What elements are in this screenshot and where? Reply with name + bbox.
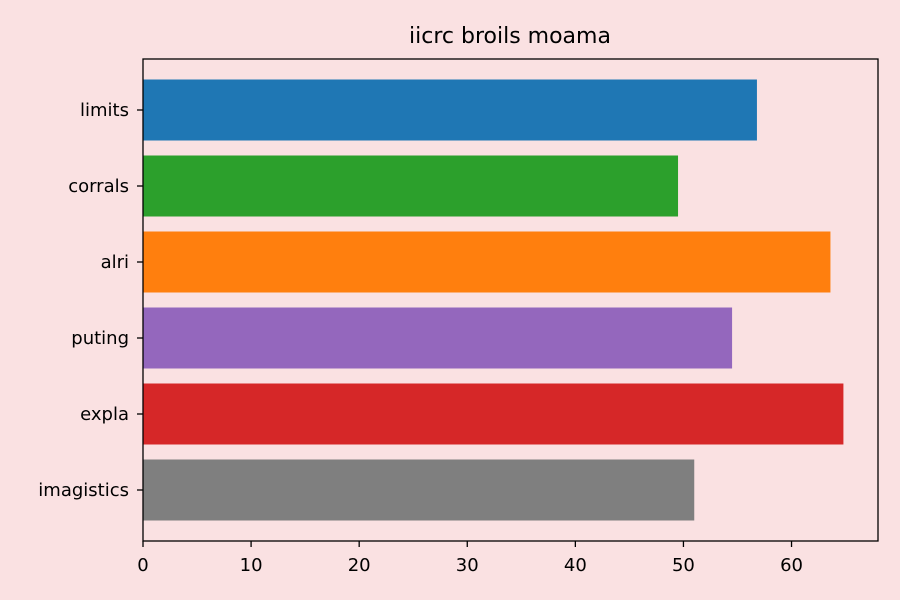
y-tick-label: alri [101,252,129,273]
bar-corrals [143,155,679,217]
bar-imagistics [143,459,695,521]
y-tick-label: imagistics [38,480,129,501]
bar-expla [143,383,844,445]
x-tick-label: 10 [240,555,263,576]
bars-layer [143,79,844,521]
bar-alri [143,231,831,293]
y-tick-label: puting [71,328,129,349]
bar-limits [143,79,757,141]
x-tick-label: 40 [564,555,587,576]
bar-puting [143,307,733,369]
x-tick-label: 30 [456,555,479,576]
y-tick-label: expla [80,404,129,425]
plot-area-frame [142,58,879,542]
chart-title: iicrc broils moama [409,24,611,49]
x-tick-label: 20 [348,555,371,576]
y-tick-label: corrals [68,176,129,197]
x-tick-label: 0 [137,555,148,576]
y-tick-label: limits [80,100,129,121]
x-tick-label: 60 [780,555,803,576]
x-tick-label: 50 [672,555,695,576]
y-axis-ticks: limits corrals alri puting expla imagistics [38,100,143,501]
x-axis-ticks: 0 10 20 30 40 50 60 [137,541,803,576]
